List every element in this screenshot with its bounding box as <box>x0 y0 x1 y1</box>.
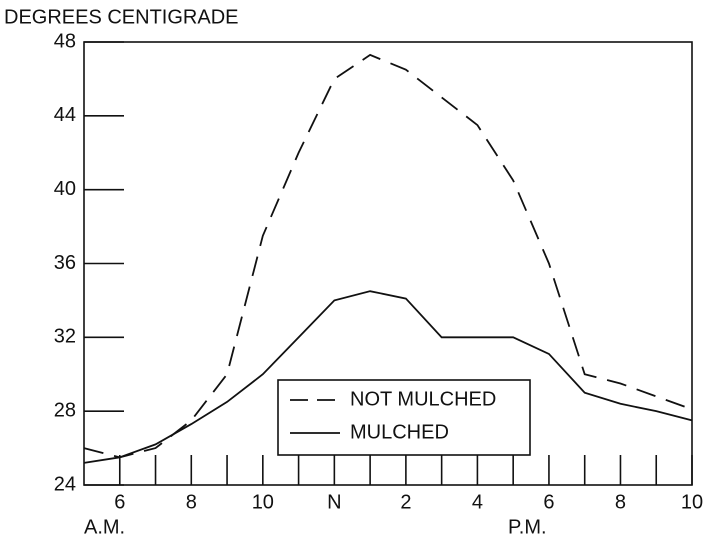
x-tick-label: 4 <box>472 491 483 513</box>
pm-label: P.M. <box>508 516 547 538</box>
x-tick-label: 6 <box>543 491 554 513</box>
y-tick-label: 48 <box>54 30 76 52</box>
x-tick-label: 6 <box>114 491 125 513</box>
x-tick-label: 10 <box>252 491 274 513</box>
y-tick-label: 36 <box>54 252 76 274</box>
chart-title: DEGREES CENTIGRADE <box>4 6 238 28</box>
y-tick-label: 32 <box>54 326 76 348</box>
series-line <box>83 53 693 459</box>
x-tick-label: 2 <box>400 491 411 513</box>
y-tick-label: 28 <box>54 399 76 421</box>
legend-label: NOT MULCHED <box>350 388 496 410</box>
x-tick-label: N <box>327 491 341 513</box>
x-tick-label: 8 <box>615 491 626 513</box>
x-tick-label: 8 <box>186 491 197 513</box>
y-tick-label: 40 <box>54 178 76 200</box>
y-tick-label: 44 <box>54 104 76 126</box>
x-tick-label: 10 <box>681 491 703 513</box>
legend-label: MULCHED <box>350 421 449 443</box>
am-label: A.M. <box>84 516 125 538</box>
legend-box <box>277 379 531 456</box>
series-line <box>83 290 693 464</box>
y-tick-label: 24 <box>54 473 76 495</box>
